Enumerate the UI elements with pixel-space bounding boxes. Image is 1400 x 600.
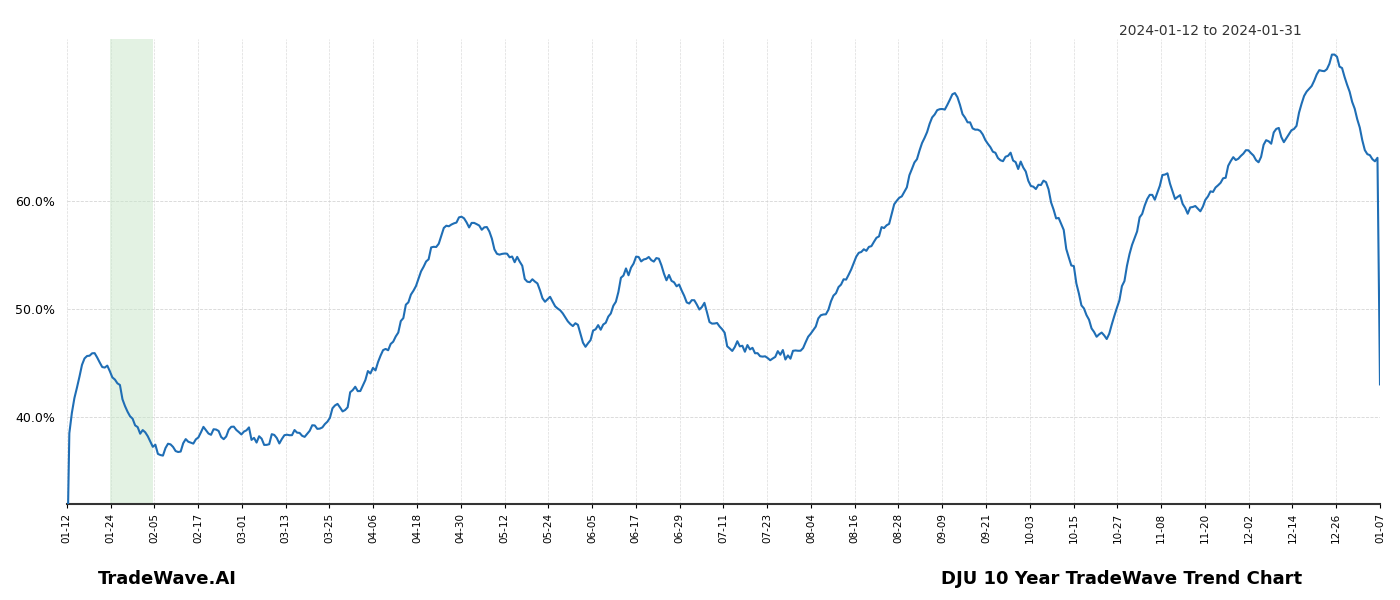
Text: 2024-01-12 to 2024-01-31: 2024-01-12 to 2024-01-31	[1119, 24, 1302, 38]
Bar	[109, 39, 153, 504]
Text: DJU 10 Year TradeWave Trend Chart: DJU 10 Year TradeWave Trend Chart	[941, 570, 1302, 588]
Text: TradeWave.AI: TradeWave.AI	[98, 570, 237, 588]
